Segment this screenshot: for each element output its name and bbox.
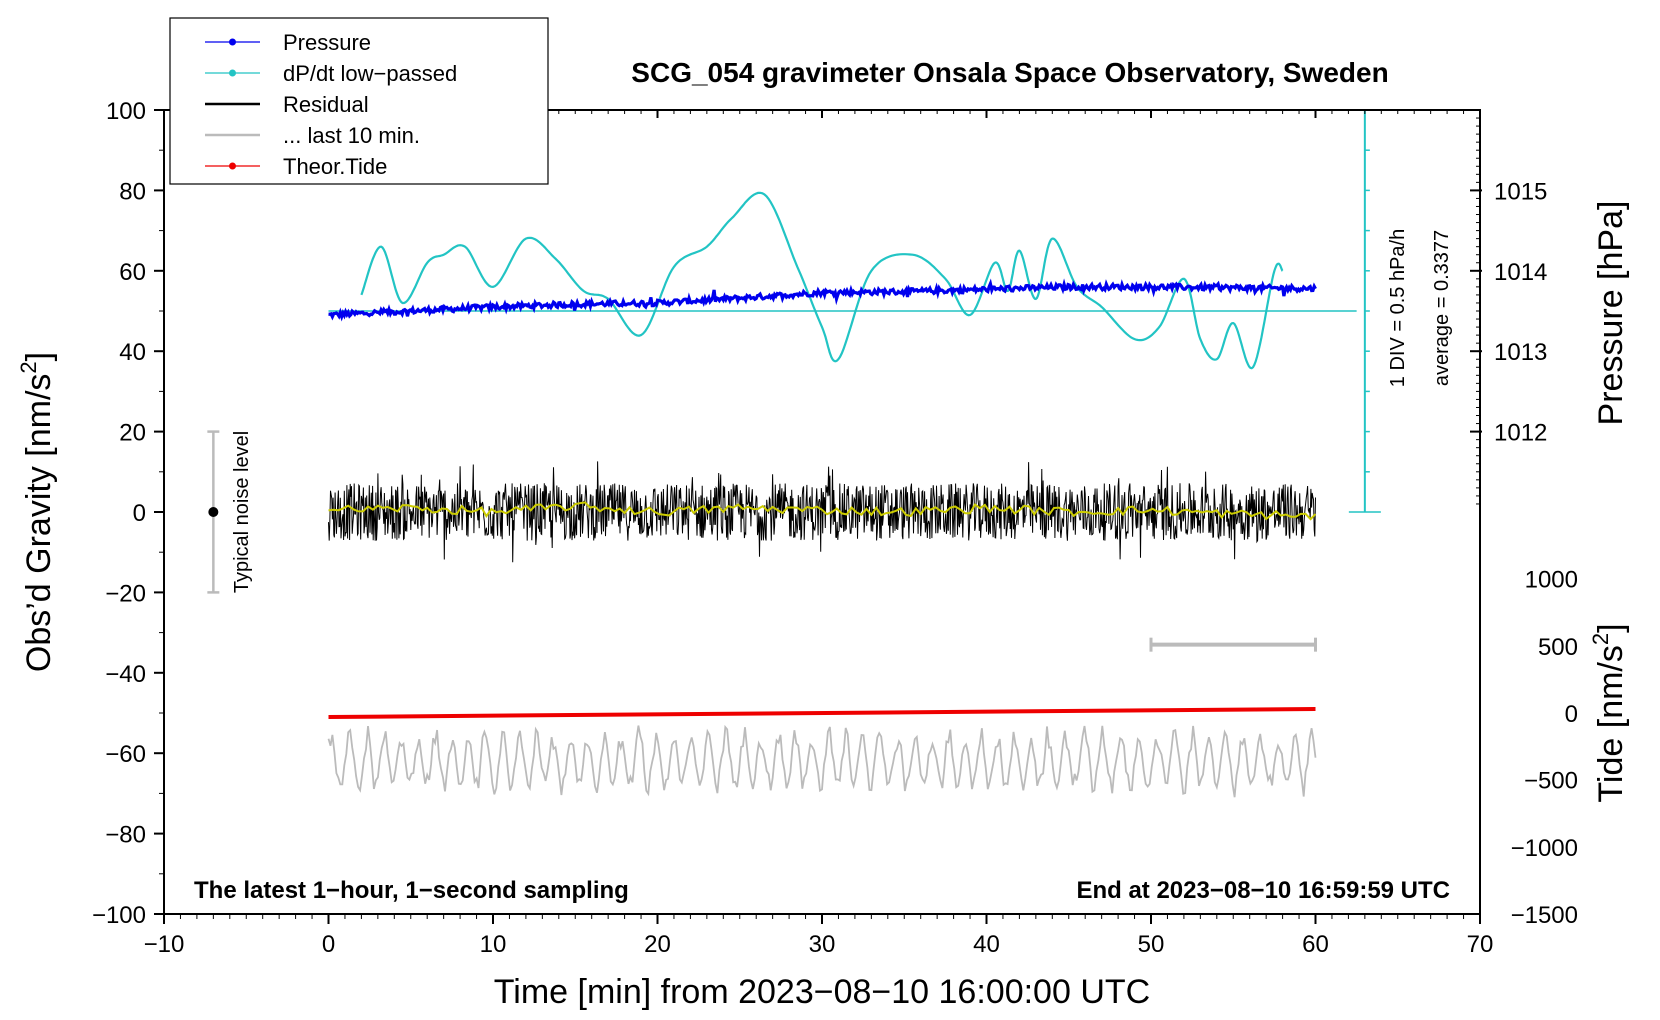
x-tick-label: 50 (1138, 931, 1165, 958)
y-tick-label: −40 (105, 661, 146, 688)
x-tick-label: 20 (644, 931, 671, 958)
x-tick-label: −10 (144, 931, 185, 958)
tide-tick-label: −1500 (1511, 902, 1578, 929)
x-tick-label: 0 (322, 931, 335, 958)
bottom-left-note: The latest 1−hour, 1−second sampling (194, 877, 629, 904)
pressure-axis-title: Pressure [hPa] (1592, 201, 1630, 426)
residual-series-line (328, 461, 1316, 563)
pressure-tick-label: 1014 (1494, 259, 1547, 286)
pressure-tick-label: 1015 (1494, 178, 1547, 205)
series-layer (327, 191, 1357, 798)
pressure-series-line (328, 278, 1317, 322)
y-tick-label: 80 (119, 178, 146, 205)
tide-tick-label: 1000 (1525, 567, 1578, 594)
tide-tick-label: −1000 (1511, 835, 1578, 862)
y-axis-title-sup: 2 (16, 361, 41, 373)
y-tick-label: −100 (92, 902, 146, 929)
tide-axis-title: Tide [nm/s2] (1588, 623, 1630, 802)
x-tick-label: 70 (1467, 931, 1494, 958)
legend-marker (229, 162, 236, 170)
y-axis-title: Obs’d Gravity [nm/s2] (16, 352, 58, 672)
x-tick-label: 60 (1302, 931, 1329, 958)
y-tick-label: 20 (119, 420, 146, 447)
noise-bar-center (208, 507, 219, 517)
chart-title: SCG_054 gravimeter Onsala Space Observat… (631, 57, 1388, 88)
tick-layer: −10 0 10 20 30 40 50 60 70−100−80−60−40−20020406… (92, 98, 1578, 958)
residual-smoothed-line (328, 501, 1317, 521)
tide-axis-title-end: ] (1592, 623, 1630, 632)
tide-tick-label: 0 (1565, 701, 1578, 728)
legend-box (169, 17, 549, 185)
y-tick-label: 40 (119, 339, 146, 366)
y-axis-title-main: Obs’d Gravity [nm/s (20, 374, 58, 673)
legend: Pressure dP/dt low−passed Residual ... last… (169, 17, 549, 185)
dpdt-series-line (360, 191, 1284, 370)
last-10-min-line (327, 724, 1317, 798)
legend-label: dP/dt low−passed (283, 61, 457, 86)
x-tick-label: 10 (480, 931, 507, 958)
bottom-right-note: End at 2023−08−10 16:59:59 UTC (1076, 877, 1450, 904)
tide-axis-title-sup: 2 (1588, 633, 1613, 645)
legend-label: ... last 10 min. (283, 123, 420, 148)
tide-axis-title-main: Tide [nm/s (1592, 645, 1630, 802)
x-tick-label: 30 (809, 931, 836, 958)
x-tick-label: 40 (973, 931, 1000, 958)
scale-division-label: 1 DIV = 0.5 hPa/h (1387, 229, 1409, 387)
y-axis-title-end: ] (20, 352, 58, 361)
legend-label: Pressure (283, 30, 371, 55)
pressure-tick-label: 1012 (1494, 420, 1547, 447)
legend-marker (229, 38, 236, 46)
legend-marker (229, 69, 236, 77)
annotation-layer (207, 109, 1381, 652)
tide-series-line (328, 706, 1316, 720)
y-tick-label: −60 (105, 741, 146, 768)
y-tick-label: −20 (105, 580, 146, 607)
y-tick-label: 0 (133, 500, 146, 527)
x-axis-title: Time [min] from 2023−08−10 16:00:00 UTC (494, 973, 1150, 1011)
y-tick-label: 100 (106, 98, 146, 125)
legend-label: Theor.Tide (283, 154, 387, 179)
scale-average-label: average = 0.3377 (1431, 230, 1453, 386)
tide-tick-label: 500 (1538, 634, 1578, 661)
noise-level-label: Typical noise level (231, 431, 253, 593)
y-tick-label: −80 (105, 822, 146, 849)
pressure-tick-label: 1013 (1494, 339, 1547, 366)
legend-label: Residual (283, 92, 369, 117)
y-tick-label: 60 (119, 259, 146, 286)
tide-tick-label: −500 (1524, 768, 1578, 795)
